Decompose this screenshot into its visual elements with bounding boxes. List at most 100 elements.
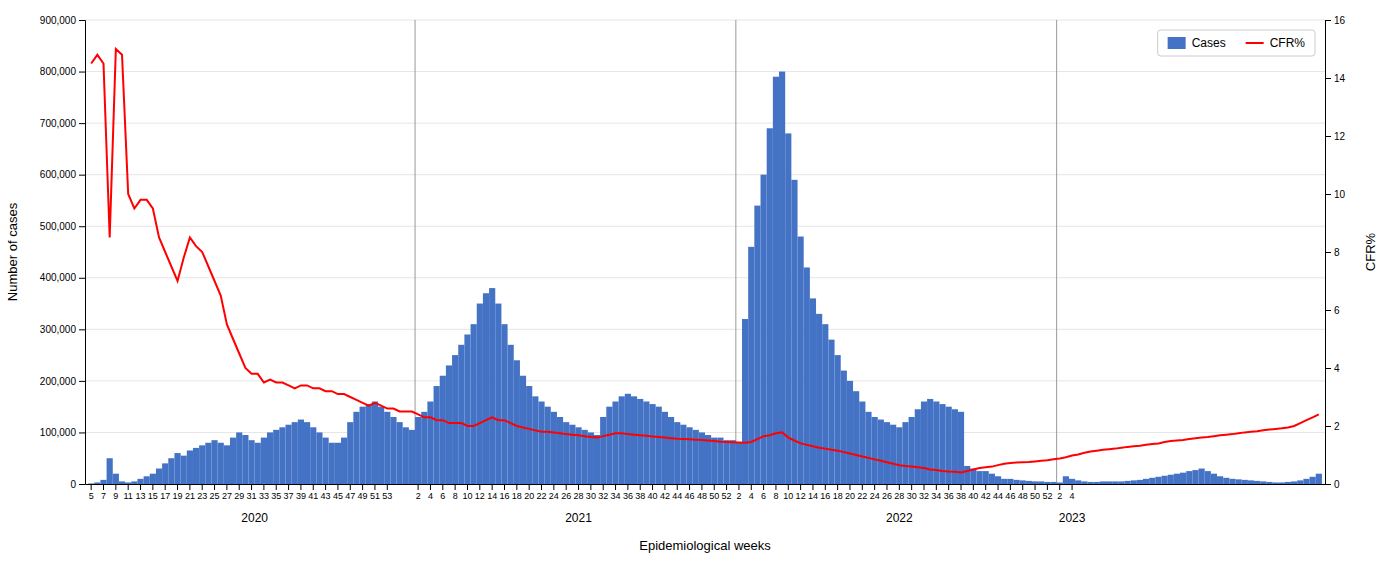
- tick-label: 36: [623, 491, 633, 501]
- bar: [292, 422, 298, 484]
- tick: 43: [321, 484, 331, 501]
- tick-label: 34: [931, 491, 941, 501]
- tick-mark: [1022, 484, 1023, 490]
- plot: 5791113151719212325272931333537394143454…: [5, 15, 1378, 553]
- tick-mark: [553, 484, 554, 490]
- tick-label: 16: [1334, 15, 1346, 26]
- bar: [1063, 476, 1069, 484]
- tick-label: 7: [101, 491, 106, 501]
- tick-mark: [590, 484, 591, 490]
- tick: 400,000: [40, 272, 85, 283]
- bar: [1081, 481, 1087, 484]
- bar: [125, 482, 131, 484]
- tick-mark: [202, 484, 203, 490]
- tick-mark: [924, 484, 925, 490]
- bar: [637, 399, 643, 484]
- bar: [773, 77, 779, 484]
- tick: 10: [462, 484, 472, 501]
- tick-label: 2: [1334, 421, 1340, 432]
- tick-label: 30: [586, 491, 596, 501]
- tick-label: 32: [919, 491, 929, 501]
- tick-label: 19: [173, 491, 183, 501]
- bar: [199, 445, 205, 484]
- bar: [865, 412, 871, 484]
- bar: [193, 448, 199, 484]
- bar: [329, 443, 335, 484]
- bar: [853, 391, 859, 484]
- tick-mark: [775, 484, 776, 490]
- tick-label: 38: [956, 491, 966, 501]
- tick-label: 800,000: [40, 66, 77, 77]
- tick-label: 900,000: [40, 15, 77, 26]
- tick-label: 13: [136, 491, 146, 501]
- tick: 32: [598, 484, 608, 501]
- bar: [88, 483, 94, 484]
- bar: [730, 440, 736, 484]
- bar: [187, 450, 193, 484]
- tick-label: 26: [882, 491, 892, 501]
- tick-label: 20: [845, 491, 855, 501]
- bar: [785, 133, 791, 484]
- tick-mark: [251, 484, 252, 490]
- tick-label: 26: [561, 491, 571, 501]
- tick: 37: [284, 484, 294, 501]
- tick: 10: [783, 484, 793, 501]
- tick: 2: [1325, 421, 1340, 432]
- tick-label: 6: [1334, 305, 1340, 316]
- tick-label: 43: [321, 491, 331, 501]
- grid-line: [85, 123, 1325, 124]
- axis-line: [79, 21, 86, 485]
- tick: 21: [185, 484, 195, 501]
- bar: [619, 396, 625, 484]
- bars: [88, 72, 1322, 484]
- tick: 6: [440, 484, 445, 501]
- bar: [612, 402, 618, 484]
- bar: [1131, 480, 1137, 484]
- bar: [1026, 481, 1032, 484]
- bar: [397, 422, 403, 484]
- tick-label: 12: [796, 491, 806, 501]
- tick-mark: [79, 72, 85, 73]
- tick-mark: [948, 484, 949, 490]
- tick-mark: [738, 484, 739, 490]
- bar: [131, 481, 137, 484]
- bar: [711, 438, 717, 484]
- tick-label: 49: [358, 491, 368, 501]
- tick-mark: [627, 484, 628, 490]
- bar: [767, 128, 773, 484]
- tick-label: 300,000: [40, 324, 77, 335]
- tick-mark: [128, 484, 129, 490]
- bar: [551, 412, 557, 484]
- bar: [1007, 479, 1013, 484]
- bar: [779, 72, 785, 484]
- bar: [909, 417, 915, 484]
- bar: [798, 237, 804, 484]
- tick-mark: [714, 484, 715, 490]
- tick-mark: [79, 226, 85, 227]
- bar: [1297, 480, 1303, 484]
- bar: [514, 360, 520, 484]
- bar: [94, 482, 100, 484]
- tick: 300,000: [40, 324, 85, 335]
- bar: [717, 438, 723, 484]
- tick-mark: [1325, 194, 1331, 195]
- tick-mark: [812, 484, 813, 490]
- tick: 20: [845, 484, 855, 501]
- tick: 47: [345, 484, 355, 501]
- tick: 8: [773, 484, 778, 501]
- bar: [520, 376, 526, 484]
- bar: [1050, 482, 1056, 484]
- tick-label: 8: [1334, 247, 1340, 258]
- bar: [156, 469, 162, 484]
- tick: 42: [660, 484, 670, 501]
- bar: [310, 427, 316, 484]
- tick-mark: [79, 484, 85, 485]
- tick: 30: [907, 484, 917, 501]
- tick-mark: [800, 484, 801, 490]
- bar: [458, 345, 464, 484]
- bar: [1075, 480, 1081, 484]
- tick: 17: [160, 484, 170, 501]
- tick: 12: [1325, 131, 1346, 142]
- bar: [594, 435, 600, 484]
- tick-label: 28: [574, 491, 584, 501]
